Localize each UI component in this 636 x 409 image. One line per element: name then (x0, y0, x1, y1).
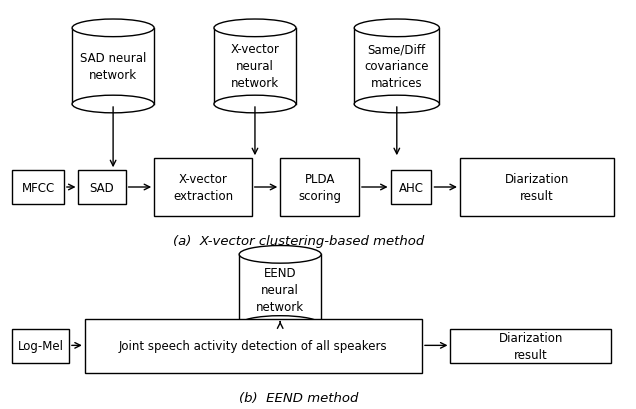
Text: AHC: AHC (399, 181, 424, 194)
Bar (12, 171, 64, 205)
Bar (280, 159, 359, 217)
Ellipse shape (214, 96, 296, 114)
Bar (85, 319, 422, 373)
Bar (12, 329, 69, 363)
Text: Diarization
result: Diarization result (499, 331, 563, 361)
Text: SAD neural
network: SAD neural network (80, 52, 146, 82)
Ellipse shape (72, 96, 154, 114)
Text: Same/Diff
covariance
matrices: Same/Diff covariance matrices (364, 43, 429, 90)
Text: (b)  EEND method: (b) EEND method (239, 391, 359, 404)
Text: Log-Mel: Log-Mel (18, 339, 64, 352)
Bar (391, 171, 431, 205)
Text: Joint speech activity detection of all speakers: Joint speech activity detection of all s… (119, 339, 388, 352)
Bar (72, 29, 154, 105)
Text: PLDA
scoring: PLDA scoring (298, 173, 341, 203)
Text: X-vector
neural
network: X-vector neural network (230, 43, 279, 90)
Text: (a)  X-vector clustering-based method: (a) X-vector clustering-based method (174, 235, 425, 248)
Ellipse shape (239, 246, 321, 263)
Bar (354, 29, 439, 105)
Bar (460, 159, 614, 217)
Ellipse shape (354, 20, 439, 38)
Ellipse shape (239, 316, 321, 333)
Ellipse shape (354, 96, 439, 114)
Bar (239, 255, 321, 325)
Text: EEND
neural
network: EEND neural network (256, 266, 304, 313)
Ellipse shape (214, 20, 296, 38)
Text: Diarization
result: Diarization result (505, 173, 569, 203)
Text: MFCC: MFCC (22, 181, 55, 194)
Bar (214, 29, 296, 105)
Bar (78, 171, 126, 205)
Bar (154, 159, 252, 217)
Ellipse shape (72, 20, 154, 38)
Bar (450, 329, 611, 363)
Text: X-vector
extraction: X-vector extraction (173, 173, 233, 203)
Text: SAD: SAD (90, 181, 114, 194)
